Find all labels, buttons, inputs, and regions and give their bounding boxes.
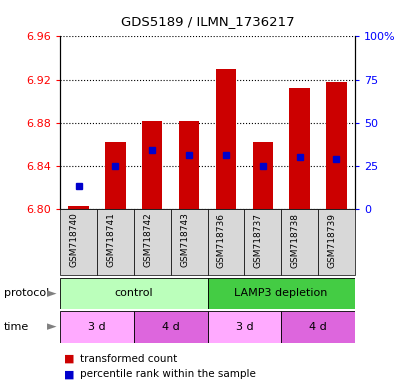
- Text: percentile rank within the sample: percentile rank within the sample: [80, 369, 256, 379]
- Text: GSM718739: GSM718739: [327, 213, 337, 268]
- Bar: [134, 209, 171, 275]
- Text: ►: ►: [47, 287, 57, 300]
- Text: control: control: [115, 288, 153, 298]
- Bar: [208, 209, 244, 275]
- Bar: [326, 82, 347, 209]
- Text: GSM718743: GSM718743: [180, 213, 189, 267]
- Text: 4 d: 4 d: [162, 322, 180, 332]
- Bar: [216, 69, 236, 209]
- Bar: [208, 311, 281, 343]
- Bar: [60, 278, 208, 309]
- Text: GDS5189 / ILMN_1736217: GDS5189 / ILMN_1736217: [121, 15, 294, 28]
- Bar: [105, 142, 126, 209]
- Bar: [244, 209, 281, 275]
- Bar: [68, 206, 89, 209]
- Text: transformed count: transformed count: [80, 354, 177, 364]
- Bar: [281, 311, 355, 343]
- Bar: [281, 209, 318, 275]
- Text: GSM718738: GSM718738: [290, 213, 300, 268]
- Text: ■: ■: [64, 354, 75, 364]
- Text: GSM718737: GSM718737: [254, 213, 263, 268]
- Bar: [253, 142, 273, 209]
- Text: 3 d: 3 d: [236, 322, 253, 332]
- Bar: [208, 278, 355, 309]
- Text: LAMP3 depletion: LAMP3 depletion: [234, 288, 328, 298]
- Bar: [60, 311, 134, 343]
- Bar: [179, 121, 199, 209]
- Text: time: time: [4, 322, 29, 332]
- Bar: [142, 121, 162, 209]
- Bar: [134, 311, 208, 343]
- Text: protocol: protocol: [4, 288, 49, 298]
- Text: GSM718736: GSM718736: [217, 213, 226, 268]
- Bar: [289, 88, 310, 209]
- Text: GSM718740: GSM718740: [70, 213, 78, 267]
- Text: ►: ►: [47, 320, 57, 333]
- Bar: [60, 209, 97, 275]
- Text: GSM718741: GSM718741: [106, 213, 115, 267]
- Bar: [318, 209, 355, 275]
- Text: ■: ■: [64, 369, 75, 379]
- Bar: [171, 209, 208, 275]
- Text: GSM718742: GSM718742: [143, 213, 152, 267]
- Text: 3 d: 3 d: [88, 322, 106, 332]
- Text: 4 d: 4 d: [309, 322, 327, 332]
- Bar: [97, 209, 134, 275]
